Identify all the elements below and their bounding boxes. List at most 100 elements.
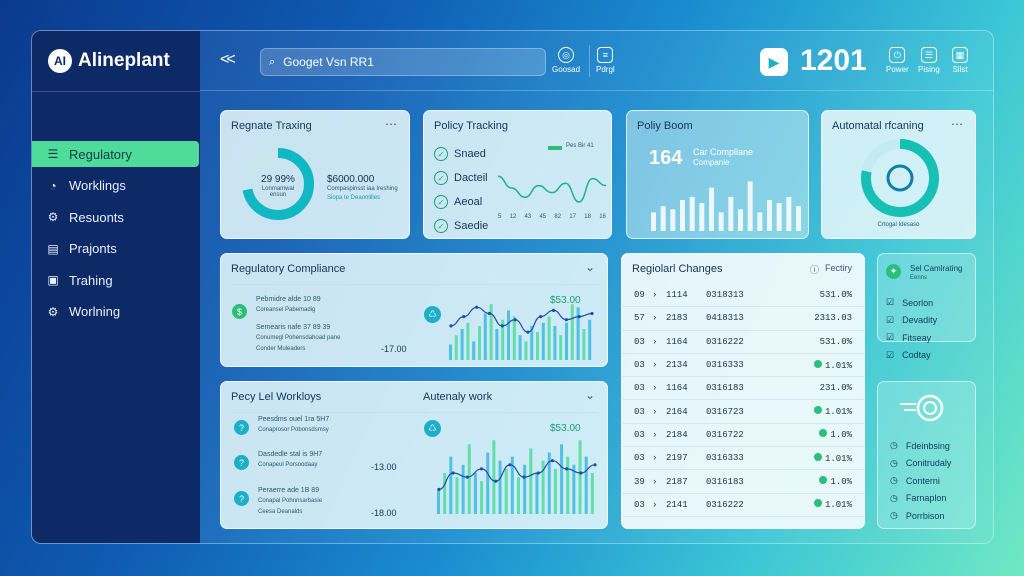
toolbar-button-2[interactable]: ≡ Pdrgl: [596, 47, 615, 74]
item-icon: ☑: [886, 349, 895, 360]
table-row[interactable]: 57 › 2183 0418313 2313.03: [622, 307, 864, 331]
table-row[interactable]: 03 › 2134 0316333 1.01%: [622, 354, 864, 378]
legend-swatch: [548, 146, 562, 150]
series-point: [449, 324, 453, 328]
table-row[interactable]: 03 › 1164 0316183 231.0%: [622, 377, 864, 401]
table-row[interactable]: 09 › 1114 0318313 531.0%: [622, 284, 864, 308]
workflows-subtitle: Autenaly work: [423, 391, 493, 403]
logo-badge: AI: [48, 49, 72, 73]
sidebar-item-prajonts[interactable]: ▤ Prajonts: [32, 236, 200, 262]
panel-item-label: Fdeinbsing: [905, 440, 950, 451]
compliance-row-2-sub: Conumegl Pohensdahoad pane: [256, 335, 341, 341]
compliance-row-3-sub: Conder Muleaders: [256, 346, 306, 352]
sidebar-item-worklings[interactable]: ◔ Worklings: [32, 173, 200, 199]
workflow-row-3-note: Ceesa Deanalds: [258, 509, 303, 515]
policy-item[interactable]: ✓ Dacteil: [434, 166, 488, 190]
panel-item[interactable]: ☑ Seorlon: [886, 294, 971, 312]
toolbar-button-1[interactable]: ◎ Goosad: [552, 47, 580, 74]
grid-icon: ▦: [952, 47, 968, 63]
panel-item[interactable]: ◷ Porrbison: [890, 507, 972, 525]
panel-item[interactable]: ☑ Devadity: [886, 312, 971, 330]
bar: [486, 452, 490, 514]
panel-item[interactable]: ◷ Conterni: [890, 472, 972, 490]
table-row[interactable]: 03 › 1164 0316222 531.0%: [622, 331, 864, 354]
amount-value: $6000.000: [327, 174, 375, 185]
policy-item[interactable]: ✓ Saedie: [434, 214, 488, 238]
sidebar-divider: [32, 91, 200, 92]
regulatory-donut: [242, 148, 314, 220]
bar: [728, 196, 734, 231]
bar: [460, 329, 464, 360]
cell-a: 03: [634, 360, 645, 371]
pising-button[interactable]: ☰ Pising: [918, 47, 940, 74]
status-dot: [813, 359, 822, 368]
bar: [553, 468, 557, 514]
sllst-button[interactable]: ▦ Sllst: [952, 47, 968, 74]
workflow-row-2-value: -13.00: [371, 462, 397, 472]
bar: [651, 212, 656, 231]
bar: [455, 477, 459, 514]
search-input[interactable]: ⌕ Googet Vsn RR1: [260, 48, 546, 76]
cell-b: 2183: [666, 313, 688, 324]
compliance-neg-value: -17.00: [381, 344, 407, 354]
play-button[interactable]: ▶: [760, 48, 788, 76]
change-value: 1.01%: [792, 359, 852, 371]
bar: [588, 319, 592, 360]
table-row[interactable]: 03 › 2141 0316222 1.01%: [622, 494, 864, 517]
bar: [747, 181, 753, 231]
power-button[interactable]: ⏻ Power: [886, 47, 909, 74]
panel-item[interactable]: ☑ Fitseay: [886, 329, 971, 347]
bar: [680, 200, 685, 231]
item-icon: ◷: [890, 492, 898, 503]
bar: [796, 206, 801, 231]
compliance-row-2-title: Semearis nafe 37 89 39: [256, 324, 331, 331]
series-point: [536, 471, 540, 475]
change-value: 1.01%: [792, 499, 852, 510]
list-icon: ☰: [920, 47, 937, 63]
series-point: [479, 467, 484, 471]
sidebar-item-resuonts[interactable]: ⚙ Resuonts: [32, 204, 200, 230]
panel-item[interactable]: ◷ Conitrudaly: [890, 455, 972, 473]
bar: [786, 196, 792, 231]
panel-item[interactable]: ◷ Fdeinbsing: [890, 437, 972, 455]
filter-control[interactable]: ⓘ Fectiry: [810, 263, 852, 276]
cell-c: 0316723: [706, 406, 744, 417]
panel-item-label: Devadity: [902, 315, 938, 326]
chevron-right-icon: ›: [652, 360, 658, 371]
sidebar-item-regulatory[interactable]: ☰ Regulatory: [32, 141, 199, 167]
table-row[interactable]: 03 › 2164 0316723 1.01%: [622, 400, 864, 424]
sidebar-item-worlning[interactable]: ⚙ Worlning: [32, 299, 200, 325]
status-dot: [819, 429, 828, 438]
sidebar-item-label: Worlning: [69, 304, 121, 319]
bar: [718, 212, 724, 231]
cell-b: 1164: [666, 383, 688, 394]
cell-b: 2184: [666, 429, 688, 440]
table-row[interactable]: 03 › 2184 0316722 1.0%: [622, 424, 864, 448]
cell-b: 1114: [666, 290, 688, 301]
bar: [510, 456, 514, 514]
app-logo[interactable]: AI Alineplant: [48, 49, 170, 73]
panel-item[interactable]: ◷ Farnaplon: [890, 490, 972, 508]
policy-item[interactable]: ✓ Snaed: [434, 142, 488, 166]
bar: [449, 344, 452, 360]
table-row[interactable]: 39 › 2187 0316183 1.0%: [622, 470, 864, 494]
target-icon: ◎: [558, 47, 575, 63]
policy-item[interactable]: ✓ Aeoal: [434, 190, 488, 214]
back-button[interactable]: <<: [220, 51, 236, 68]
more-icon[interactable]: ⋯: [385, 117, 397, 131]
play-icon: ▶: [768, 53, 780, 70]
chevron-down-icon[interactable]: ⌄: [584, 388, 595, 402]
cell-c: 0316333: [706, 453, 744, 464]
series-point: [551, 308, 556, 312]
sidebar-item-trahing[interactable]: ▣ Trahing: [32, 267, 200, 293]
panel-item[interactable]: ☑ Codtay: [886, 347, 971, 365]
chevron-down-icon[interactable]: ⌄: [584, 260, 595, 274]
table-row[interactable]: 03 › 2197 0316333 1.01%: [622, 447, 864, 471]
leaf-icon: ♺: [424, 420, 441, 437]
workflow-row-3-sub: Conapal Pohnnsarbasie: [258, 498, 323, 504]
series-point: [577, 315, 581, 319]
card-title: Poliy Boom: [637, 120, 693, 132]
more-icon[interactable]: ⋯: [951, 117, 963, 131]
item-icon: ◷: [890, 475, 898, 486]
bar: [565, 322, 568, 360]
